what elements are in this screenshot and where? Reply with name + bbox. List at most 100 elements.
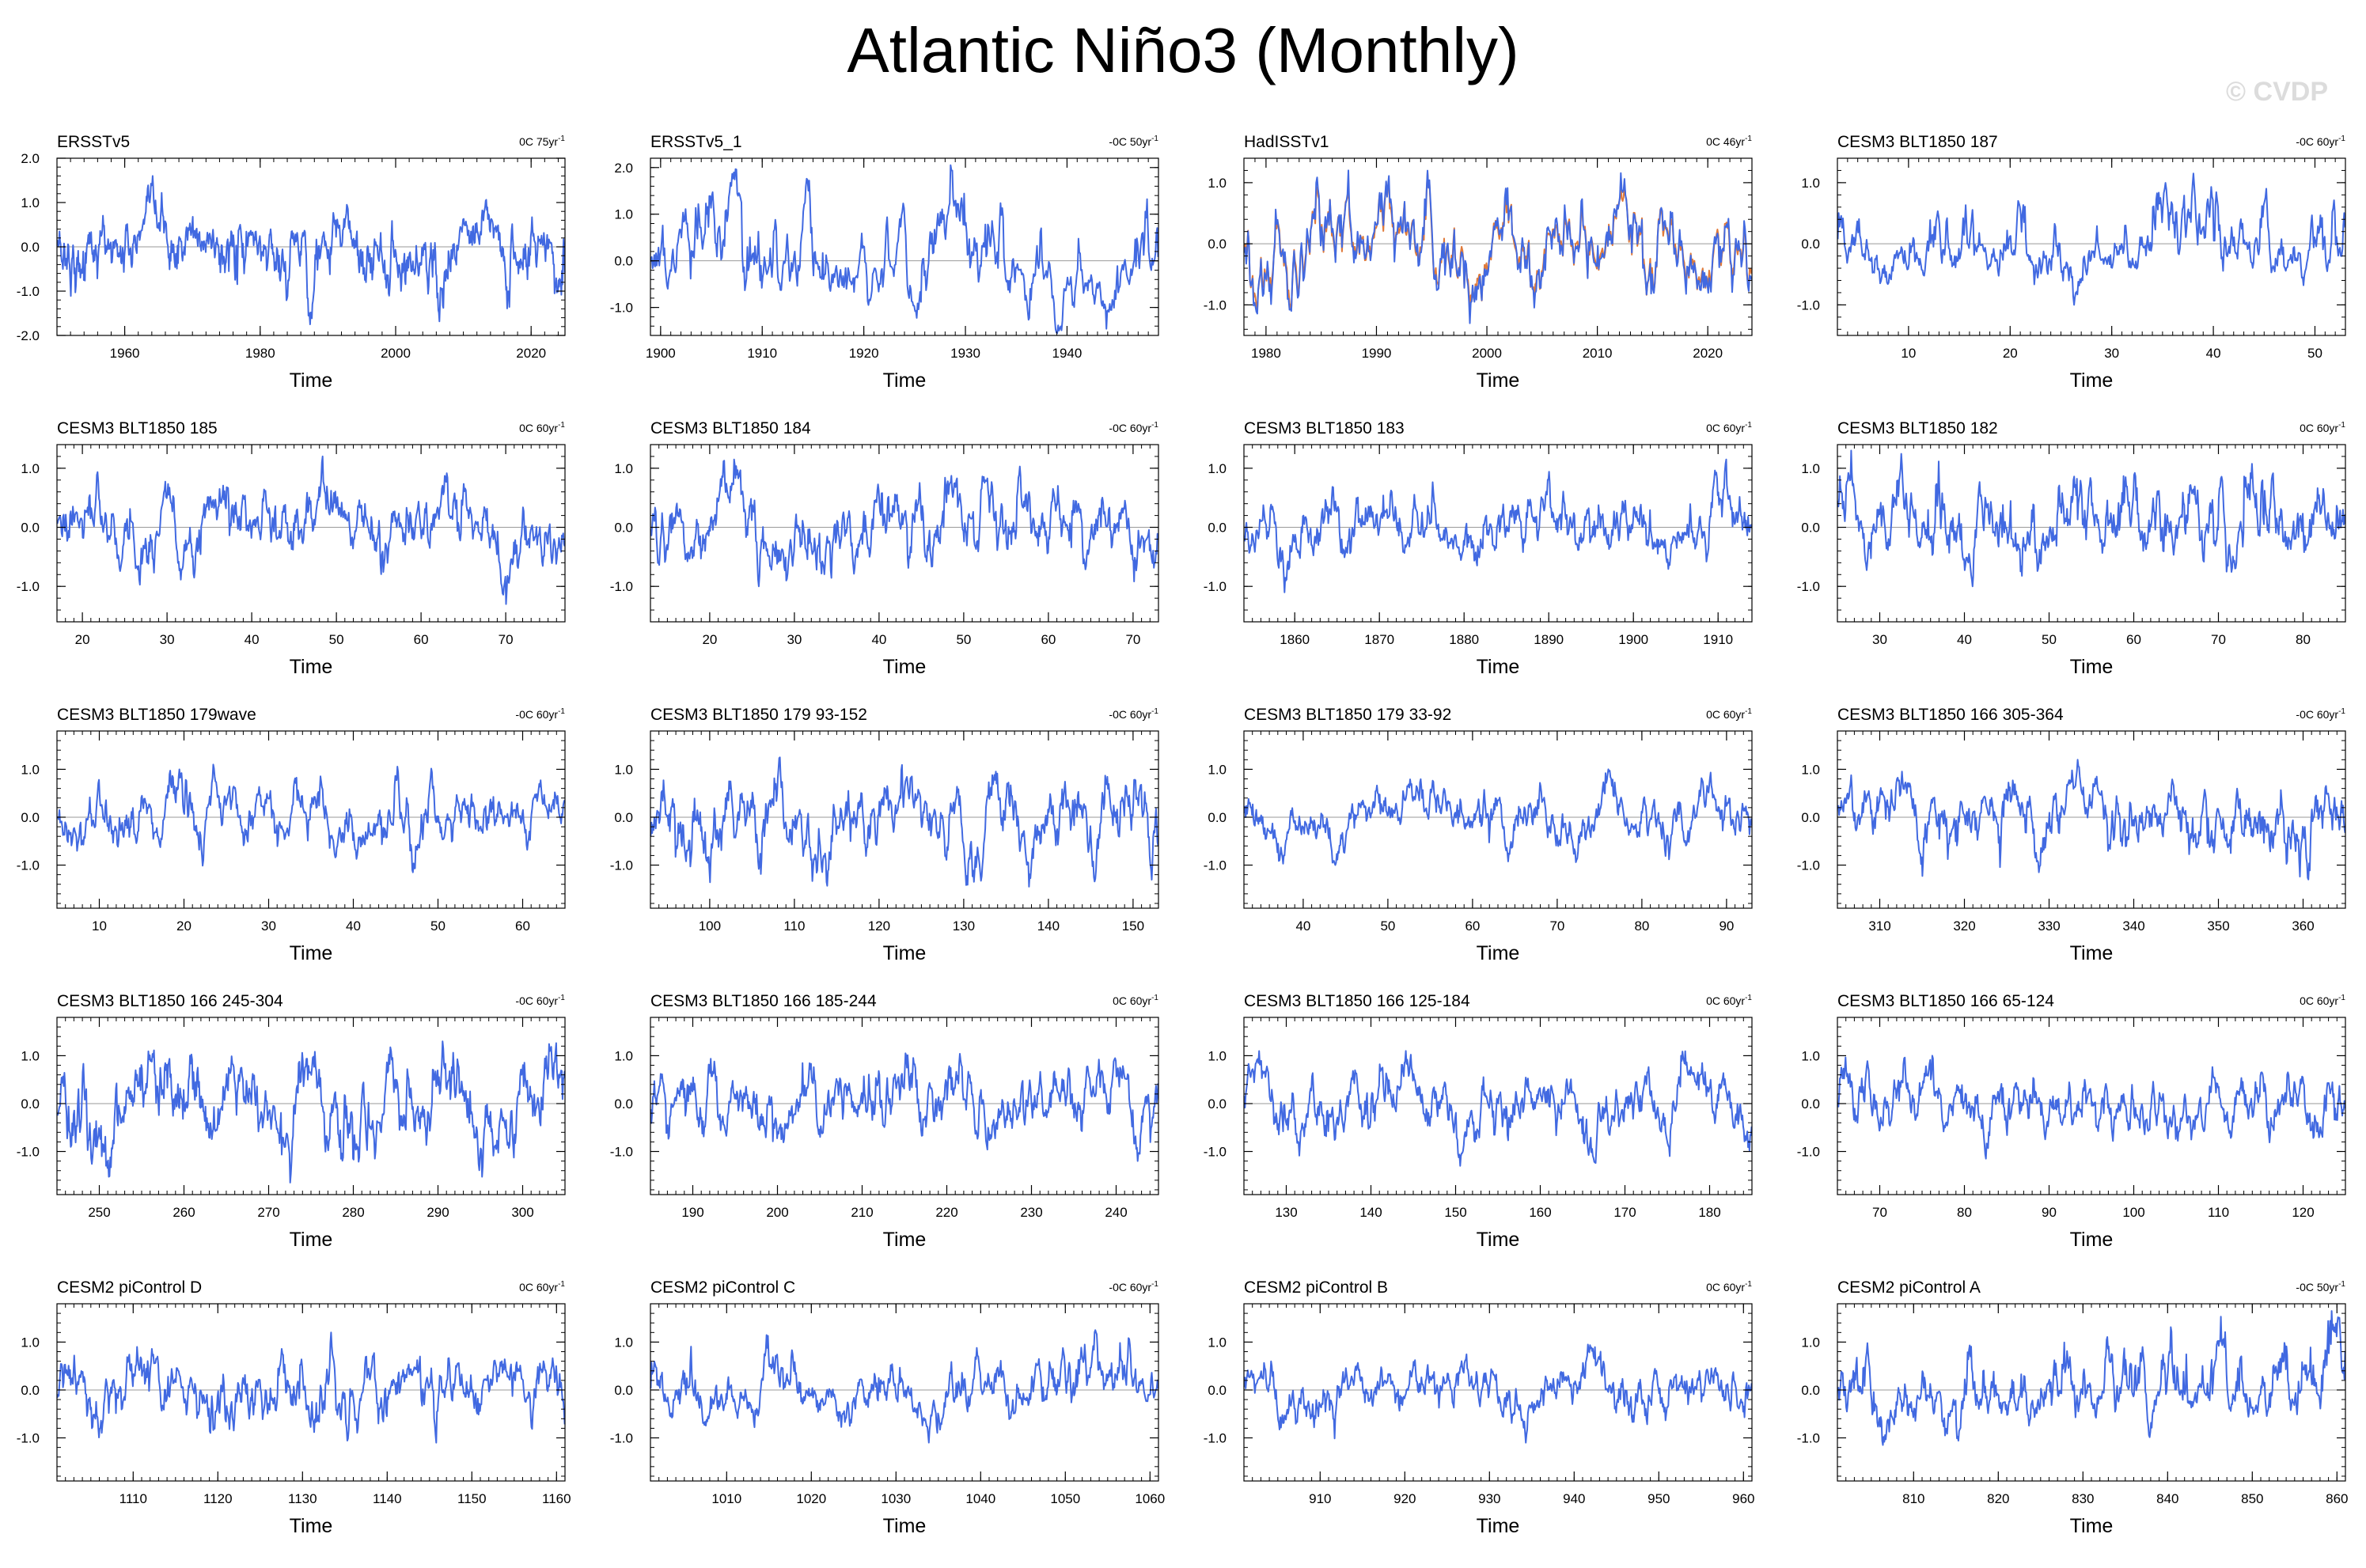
chart-panel-11: CESM3 BLT1850 166 305-364 -0C 60yr-1 310 32…: [1797, 706, 2346, 964]
y-tick-label: 0.0: [614, 1096, 633, 1112]
panel-note-sup: -1: [1151, 134, 1158, 143]
y-tick-label: 2.0: [614, 161, 633, 176]
y-tick-label: -1.0: [17, 1431, 40, 1446]
x-tick-label: 30: [2104, 346, 2119, 361]
x-tick-label: 150: [1122, 918, 1144, 934]
panel-note-sup: -1: [1151, 1280, 1158, 1289]
x-tick-label: 2000: [1472, 346, 1502, 361]
x-tick-label: 930: [1478, 1491, 1500, 1506]
y-tick-label: 1.0: [614, 1048, 633, 1063]
panel-note: 0C 75yr-1: [519, 134, 565, 148]
x-tick-label: 50: [2042, 632, 2057, 647]
x-tick-label: 1040: [965, 1491, 995, 1506]
x-tick-label: 40: [1295, 918, 1310, 934]
y-tick-label: 0.0: [21, 521, 40, 536]
x-tick-label: 100: [2122, 1205, 2144, 1220]
chart-panel-6: CESM3 BLT1850 183 0C 60yr-1 1860 1870 1880 18…: [1204, 419, 1753, 678]
x-tick-label: 250: [88, 1205, 110, 1220]
panel-title: CESM3 BLT1850 183: [1244, 419, 1405, 437]
panel-title: HadISSTv1: [1244, 133, 1329, 151]
x-tick-label: 130: [1275, 1205, 1297, 1220]
x-tick-label: 230: [1020, 1205, 1042, 1220]
x-tick-label: 60: [1465, 918, 1480, 934]
y-tick-label: -1.0: [17, 1145, 40, 1160]
series-line: [650, 458, 1159, 588]
panel-note-sup: -1: [558, 707, 565, 716]
x-tick-label: 810: [1902, 1491, 1924, 1506]
panel-title: CESM3 BLT1850 166 65-124: [1837, 992, 2054, 1010]
y-tick-label: -1.0: [610, 579, 633, 594]
x-axis-label: Time: [883, 1515, 927, 1537]
x-tick-label: 80: [1634, 918, 1649, 934]
x-axis-label: Time: [1477, 1229, 1520, 1251]
x-tick-label: 1880: [1449, 632, 1479, 647]
panel-note-sup: -1: [558, 994, 565, 1002]
x-tick-label: 240: [1105, 1205, 1127, 1220]
x-tick-label: 1140: [373, 1491, 402, 1506]
x-tick-label: 20: [75, 632, 90, 647]
x-axis-label: Time: [2070, 369, 2114, 392]
panel-note: 0C 60yr-1: [1706, 1280, 1752, 1293]
x-tick-label: 70: [2211, 632, 2226, 647]
x-axis-label: Time: [2070, 656, 2114, 678]
chart-panel-16: CESM2 piControl D 0C 60yr-1 1110 1120 1130 11…: [17, 1278, 571, 1537]
panel-note: -0C 60yr-1: [1109, 421, 1158, 434]
x-tick-label: 50: [2307, 346, 2322, 361]
y-tick-label: -1.0: [1797, 297, 1820, 312]
y-tick-label: 1.0: [1801, 461, 1820, 476]
x-tick-label: 60: [515, 918, 530, 934]
panel-title: CESM3 BLT1850 187: [1837, 133, 1998, 151]
panel-note-sup: -1: [2338, 134, 2345, 143]
x-tick-label: 80: [1957, 1205, 1972, 1220]
y-tick-label: 1.0: [21, 461, 40, 476]
panel-note: 0C 60yr-1: [519, 421, 565, 434]
x-tick-label: 1910: [1703, 632, 1733, 647]
y-tick-label: -1.0: [1204, 579, 1227, 594]
x-tick-label: 140: [1037, 918, 1060, 934]
x-tick-label: 2010: [1583, 346, 1613, 361]
x-tick-label: 960: [1732, 1491, 1754, 1506]
panel-note-sup: -1: [2338, 421, 2345, 430]
x-tick-label: 1990: [1362, 346, 1392, 361]
y-tick-label: 0.0: [21, 810, 40, 825]
y-tick-label: 1.0: [614, 207, 633, 222]
y-tick-label: -1.0: [610, 301, 633, 316]
x-tick-label: 30: [1872, 632, 1887, 647]
x-tick-label: 40: [346, 918, 361, 934]
y-tick-label: 0.0: [614, 1383, 633, 1398]
x-tick-label: 120: [868, 918, 890, 934]
panel-note-sup: -1: [558, 421, 565, 430]
x-tick-label: 1160: [542, 1491, 571, 1506]
x-tick-label: 920: [1393, 1491, 1416, 1506]
series-line: [1243, 768, 1753, 866]
y-tick-label: 1.0: [21, 195, 40, 210]
panel-note-sup: -1: [1745, 421, 1752, 430]
x-tick-label: 2020: [516, 346, 546, 361]
x-tick-label: 60: [414, 632, 429, 647]
chart-panel-10: CESM3 BLT1850 179 33-92 0C 60yr-1 40 50 60 70…: [1204, 706, 1753, 964]
panel-title: CESM3 BLT1850 185: [57, 419, 218, 437]
panel-title: CESM3 BLT1850 166 185-244: [650, 992, 877, 1010]
x-tick-label: 820: [1987, 1491, 2009, 1506]
x-tick-label: 70: [1549, 918, 1564, 934]
panel-title: CESM2 piControl B: [1244, 1278, 1388, 1297]
x-axis-label: Time: [290, 656, 333, 678]
panel-title: ERSSTv5_1: [650, 133, 742, 151]
x-tick-label: 1900: [1618, 632, 1648, 647]
panel-note-sup: -1: [2338, 1280, 2345, 1289]
y-tick-label: 1.0: [1801, 762, 1820, 777]
panel-title: CESM3 BLT1850 166 245-304: [57, 992, 283, 1010]
x-axis-label: Time: [1477, 656, 1520, 678]
y-tick-label: 1.0: [614, 461, 633, 476]
series-line: [1243, 1050, 1753, 1167]
x-axis-label: Time: [1477, 1515, 1520, 1537]
x-axis-label: Time: [883, 656, 927, 678]
x-tick-label: 290: [427, 1205, 449, 1220]
x-tick-label: 1110: [119, 1491, 147, 1506]
x-axis-label: Time: [290, 1229, 333, 1251]
x-tick-label: 1050: [1050, 1491, 1080, 1506]
x-tick-label: 50: [956, 632, 971, 647]
x-tick-label: 110: [2208, 1205, 2229, 1220]
y-tick-label: 1.0: [21, 762, 40, 777]
panel-note-sup: -1: [1151, 707, 1158, 716]
